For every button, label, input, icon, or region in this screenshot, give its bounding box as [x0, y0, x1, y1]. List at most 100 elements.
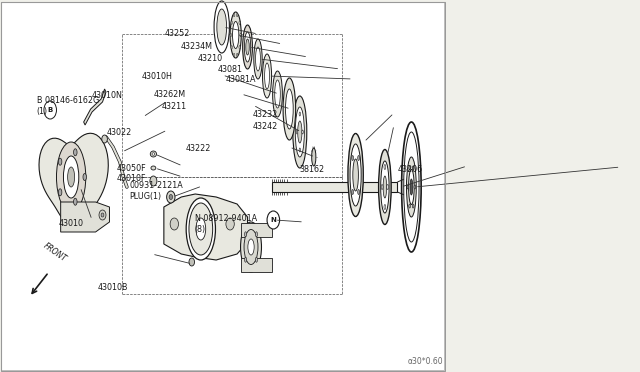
Ellipse shape: [244, 230, 258, 264]
Ellipse shape: [255, 257, 257, 262]
Ellipse shape: [283, 78, 296, 140]
Text: α30*0.60: α30*0.60: [407, 357, 443, 366]
Ellipse shape: [217, 9, 227, 45]
Ellipse shape: [410, 179, 413, 195]
FancyBboxPatch shape: [1, 2, 444, 370]
Text: 43010B: 43010B: [97, 283, 128, 292]
Ellipse shape: [296, 130, 298, 134]
Ellipse shape: [214, 1, 229, 53]
Ellipse shape: [237, 53, 238, 57]
Ellipse shape: [387, 185, 388, 189]
Circle shape: [101, 213, 104, 217]
Polygon shape: [272, 182, 397, 192]
Ellipse shape: [264, 63, 269, 89]
Text: 43010H: 43010H: [142, 72, 173, 81]
Text: 43081A: 43081A: [226, 76, 256, 84]
Ellipse shape: [402, 122, 421, 252]
Text: N: N: [270, 217, 276, 223]
Ellipse shape: [189, 203, 212, 255]
Ellipse shape: [255, 232, 257, 237]
Ellipse shape: [248, 239, 254, 255]
Ellipse shape: [299, 112, 301, 116]
Ellipse shape: [412, 166, 414, 170]
Ellipse shape: [56, 142, 86, 212]
Ellipse shape: [244, 232, 246, 237]
Ellipse shape: [383, 176, 387, 198]
Text: 43252: 43252: [165, 29, 191, 38]
Circle shape: [99, 210, 106, 220]
Text: 43206: 43206: [397, 165, 422, 174]
Ellipse shape: [358, 189, 360, 195]
Ellipse shape: [239, 46, 241, 49]
Ellipse shape: [408, 170, 414, 205]
Text: 43010N: 43010N: [92, 92, 122, 100]
FancyBboxPatch shape: [241, 258, 272, 272]
FancyBboxPatch shape: [241, 223, 272, 237]
Ellipse shape: [293, 96, 307, 168]
Ellipse shape: [254, 39, 262, 79]
Ellipse shape: [379, 150, 391, 224]
Ellipse shape: [231, 21, 232, 25]
Ellipse shape: [381, 185, 383, 189]
Ellipse shape: [273, 71, 282, 117]
Ellipse shape: [409, 166, 410, 170]
Ellipse shape: [352, 189, 353, 195]
Ellipse shape: [186, 198, 216, 260]
Ellipse shape: [58, 158, 62, 165]
Text: 43081: 43081: [218, 65, 243, 74]
Ellipse shape: [230, 12, 241, 58]
Text: FRONT: FRONT: [42, 242, 68, 264]
Polygon shape: [84, 89, 106, 125]
Circle shape: [267, 211, 280, 229]
Ellipse shape: [241, 222, 262, 272]
Text: 43234M: 43234M: [180, 42, 212, 51]
Circle shape: [102, 135, 108, 143]
Text: 43210: 43210: [197, 54, 222, 63]
Ellipse shape: [234, 13, 235, 17]
Ellipse shape: [352, 155, 353, 161]
Text: 43242: 43242: [252, 122, 277, 131]
Ellipse shape: [230, 33, 232, 37]
Polygon shape: [61, 202, 109, 232]
Text: 43232: 43232: [252, 110, 277, 119]
Ellipse shape: [384, 164, 386, 170]
Ellipse shape: [68, 167, 75, 187]
Ellipse shape: [151, 166, 156, 170]
Ellipse shape: [232, 22, 239, 48]
Text: 43022: 43022: [107, 128, 132, 137]
Text: B 08146-6162G
(1): B 08146-6162G (1): [36, 96, 99, 116]
Circle shape: [169, 195, 173, 199]
Ellipse shape: [407, 185, 409, 189]
Text: 38162: 38162: [299, 165, 324, 174]
Circle shape: [166, 191, 175, 203]
Text: 43050F: 43050F: [117, 164, 147, 173]
Ellipse shape: [240, 33, 241, 37]
Ellipse shape: [74, 149, 77, 156]
Ellipse shape: [409, 204, 410, 208]
Circle shape: [189, 258, 195, 266]
Circle shape: [170, 218, 179, 230]
Ellipse shape: [239, 21, 241, 25]
Ellipse shape: [312, 148, 316, 166]
Text: B: B: [47, 107, 53, 113]
Text: 00931-2121A
PLUG(1): 00931-2121A PLUG(1): [129, 181, 183, 201]
Ellipse shape: [406, 157, 416, 217]
Polygon shape: [39, 133, 108, 225]
Text: 43010: 43010: [59, 219, 84, 228]
Ellipse shape: [404, 132, 419, 242]
Ellipse shape: [381, 161, 389, 213]
Text: N 08912-9401A
(8): N 08912-9401A (8): [195, 214, 257, 234]
Ellipse shape: [152, 153, 155, 155]
Polygon shape: [164, 194, 248, 260]
Ellipse shape: [244, 32, 251, 62]
Ellipse shape: [302, 130, 303, 134]
Ellipse shape: [237, 13, 238, 17]
Ellipse shape: [63, 156, 79, 198]
Ellipse shape: [196, 218, 205, 240]
Circle shape: [44, 101, 56, 119]
Ellipse shape: [298, 121, 302, 143]
Ellipse shape: [348, 134, 364, 217]
Ellipse shape: [255, 47, 260, 71]
Text: 43010F: 43010F: [117, 174, 147, 183]
Text: 43262M: 43262M: [154, 90, 186, 99]
